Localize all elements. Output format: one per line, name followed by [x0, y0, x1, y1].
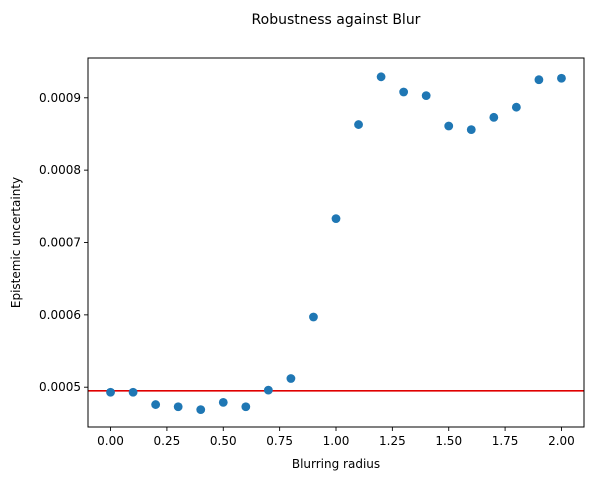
data-point	[399, 87, 409, 97]
data-point	[444, 121, 454, 131]
x-tick-label: 0.75	[266, 434, 293, 448]
data-point	[354, 120, 363, 129]
y-tick-label: 0.0006	[39, 308, 81, 322]
data-point	[151, 400, 161, 409]
x-tick-label: 2.00	[548, 434, 575, 448]
data-point	[376, 72, 386, 82]
x-tick-label: 1.00	[323, 434, 350, 448]
data-point	[466, 125, 476, 135]
data-point	[286, 374, 296, 383]
data-point	[331, 214, 341, 224]
data-point	[421, 91, 431, 101]
chart-title: Robustness against Blur	[252, 12, 421, 28]
data-point	[106, 387, 115, 397]
data-point	[241, 402, 251, 412]
y-tick-label: 0.0005	[39, 380, 81, 394]
data-point	[263, 385, 273, 395]
data-point	[196, 405, 206, 415]
y-tick-label: 0.0009	[39, 91, 81, 105]
x-tick-label: 0.50	[210, 434, 237, 448]
data-point	[128, 387, 138, 397]
y-axis-label: Epistemic uncertainty	[9, 177, 23, 308]
x-axis-label: Blurring radius	[292, 457, 380, 471]
data-point	[173, 402, 183, 412]
x-tick-label: 0.00	[97, 434, 124, 448]
x-tick-label: 1.50	[435, 434, 462, 448]
data-point	[511, 102, 521, 112]
y-tick-label: 0.0008	[39, 163, 81, 177]
data-point	[309, 312, 318, 322]
x-tick-label: 1.25	[379, 434, 406, 448]
data-point	[489, 112, 499, 122]
data-point	[534, 75, 544, 85]
data-point	[218, 398, 228, 407]
data-point	[557, 73, 566, 83]
plot-frame	[87, 57, 585, 428]
y-tick-label: 0.0007	[39, 236, 81, 250]
x-tick-label: 0.25	[154, 434, 181, 448]
x-tick-label: 1.75	[492, 434, 519, 448]
